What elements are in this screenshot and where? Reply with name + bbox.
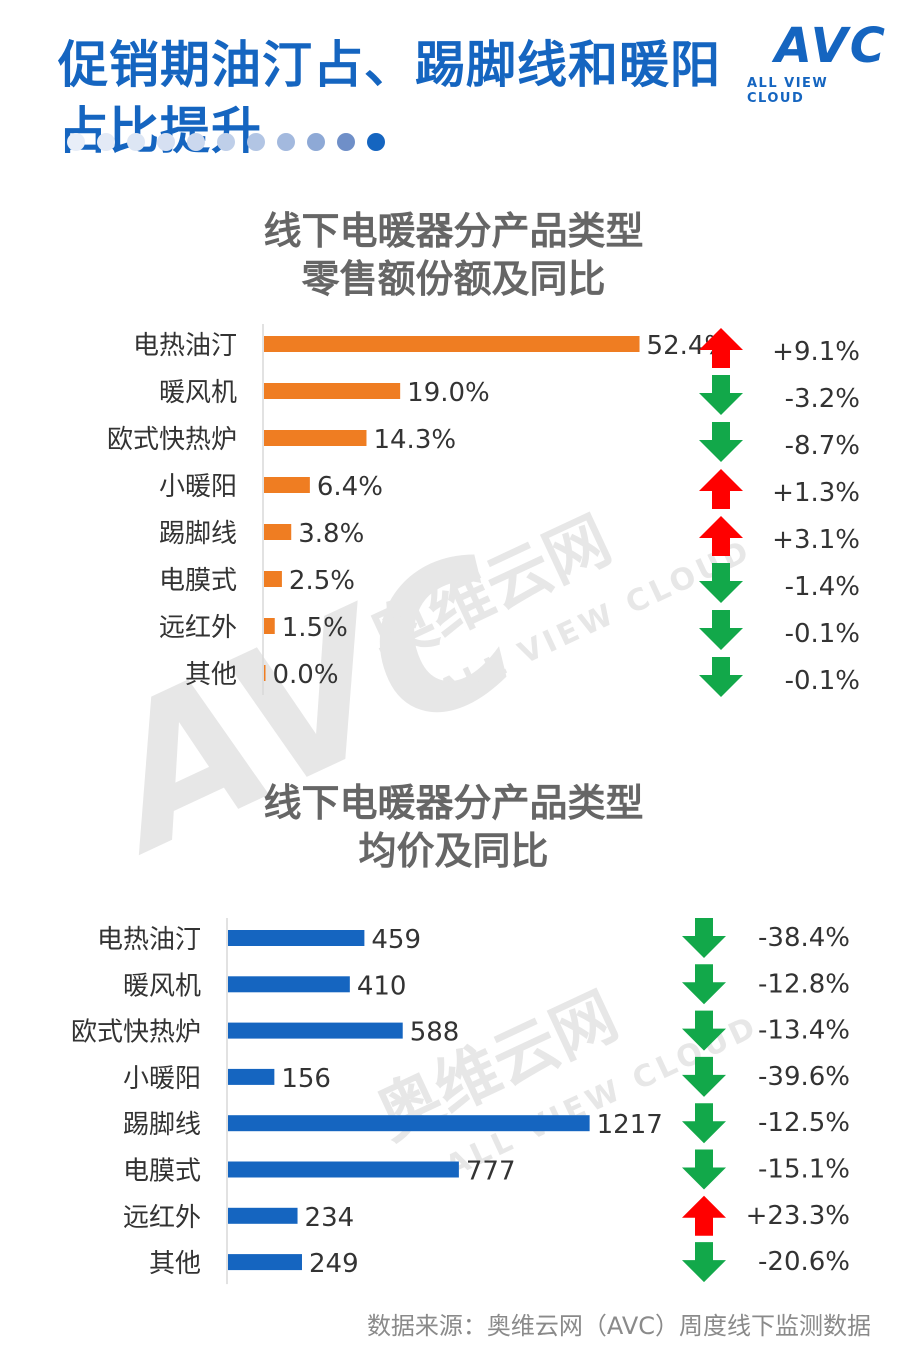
down-arrow-icon bbox=[699, 422, 743, 462]
value-label: 1.5% bbox=[282, 613, 348, 643]
value-label: 459 bbox=[371, 925, 421, 955]
decorative-dots bbox=[67, 133, 385, 151]
chart-title-price-line2: 均价及同比 bbox=[358, 829, 549, 873]
up-arrow-icon bbox=[699, 469, 743, 509]
yoy-label: -39.6% bbox=[758, 1062, 850, 1092]
value-label: 410 bbox=[357, 971, 407, 1001]
value-label: 19.0% bbox=[407, 378, 490, 408]
bar bbox=[228, 1068, 275, 1085]
category-label: 小暖阳 bbox=[123, 1064, 201, 1094]
category-label: 欧式快热炉 bbox=[107, 425, 237, 455]
value-label: 1217 bbox=[597, 1110, 663, 1140]
yoy-label: -13.4% bbox=[758, 1016, 850, 1046]
down-arrow-icon bbox=[682, 1010, 726, 1051]
bar bbox=[264, 477, 310, 493]
value-label: 588 bbox=[410, 1018, 460, 1048]
bar bbox=[264, 618, 275, 634]
chart-title-share-line2: 零售额份额及同比 bbox=[301, 257, 606, 301]
yoy-label: +3.1% bbox=[772, 525, 860, 555]
bar bbox=[228, 976, 350, 993]
price-bar-chart: 电热油汀 459 -38.4% 暖风机 410 -12.8% 欧式快热炉 588 -13.4% 小… bbox=[71, 918, 850, 1285]
up-arrow-icon bbox=[699, 516, 743, 556]
value-label: 249 bbox=[309, 1249, 359, 1279]
category-label: 暖风机 bbox=[159, 378, 237, 408]
chart-title-price-line1: 线下电暖器分产品类型 bbox=[263, 781, 644, 825]
value-label: 0.0% bbox=[273, 660, 339, 690]
bar bbox=[264, 336, 640, 352]
bar bbox=[228, 1161, 459, 1178]
bar bbox=[228, 1207, 298, 1224]
bar bbox=[228, 1022, 403, 1039]
yoy-label: +9.1% bbox=[772, 337, 860, 367]
down-arrow-icon bbox=[699, 563, 743, 603]
category-label: 电膜式 bbox=[159, 566, 237, 596]
yoy-label: -15.1% bbox=[758, 1155, 850, 1185]
yoy-label: -12.5% bbox=[758, 1108, 850, 1138]
category-label: 电热油汀 bbox=[97, 925, 201, 955]
category-label: 其他 bbox=[185, 660, 237, 690]
yoy-label: -8.7% bbox=[785, 431, 860, 461]
category-label: 小暖阳 bbox=[159, 472, 237, 502]
yoy-label: +23.3% bbox=[746, 1201, 850, 1231]
yoy-label: -38.4% bbox=[758, 923, 850, 953]
yoy-label: -0.1% bbox=[785, 619, 860, 649]
bar bbox=[264, 430, 367, 446]
yoy-label: -12.8% bbox=[758, 969, 850, 999]
chart-title-share-line1: 线下电暖器分产品类型 bbox=[263, 209, 644, 253]
yoy-label: -0.1% bbox=[785, 666, 860, 696]
yoy-label: +1.3% bbox=[772, 478, 860, 508]
category-label: 踢脚线 bbox=[123, 1110, 201, 1140]
logo-text: AVC bbox=[774, 18, 887, 74]
logo-subtext: ALL VIEW CLOUD bbox=[747, 76, 829, 106]
category-label: 远红外 bbox=[123, 1203, 201, 1233]
bar bbox=[264, 665, 266, 681]
value-label: 156 bbox=[281, 1064, 331, 1094]
page-title: 促销期油汀占、踢脚线和暖阳占比提升 bbox=[58, 36, 721, 160]
down-arrow-icon bbox=[682, 918, 726, 958]
share-bar-chart: 电热油汀 52.4% +9.1%暖风机 19.0% -3.2%欧式快热炉 14.3% -8.… bbox=[107, 324, 860, 697]
down-arrow-icon bbox=[699, 657, 743, 697]
up-arrow-icon bbox=[682, 1195, 726, 1236]
value-label: 777 bbox=[466, 1157, 516, 1187]
category-label: 电热油汀 bbox=[133, 331, 237, 361]
avc-logo: AVC ALL VIEW CLOUD bbox=[747, 18, 887, 106]
value-label: 3.8% bbox=[298, 519, 364, 549]
up-arrow-icon bbox=[699, 328, 743, 368]
down-arrow-icon bbox=[682, 1242, 726, 1283]
down-arrow-icon bbox=[682, 1149, 726, 1190]
bar bbox=[228, 1115, 590, 1132]
down-arrow-icon bbox=[682, 1056, 726, 1097]
category-label: 其他 bbox=[149, 1249, 201, 1279]
yoy-label: -20.6% bbox=[758, 1247, 850, 1277]
value-label: 2.5% bbox=[289, 566, 355, 596]
category-label: 电膜式 bbox=[123, 1157, 201, 1187]
category-label: 踢脚线 bbox=[159, 519, 237, 549]
category-label: 欧式快热炉 bbox=[71, 1018, 201, 1048]
down-arrow-icon bbox=[699, 610, 743, 650]
value-label: 234 bbox=[305, 1203, 355, 1233]
bar bbox=[228, 1254, 302, 1271]
category-label: 暖风机 bbox=[123, 971, 201, 1001]
yoy-label: -1.4% bbox=[785, 572, 860, 602]
value-label: 14.3% bbox=[373, 425, 456, 455]
data-source-note: 数据来源：奥维云网（AVC）周度线下监测数据 bbox=[366, 1312, 871, 1340]
bar bbox=[264, 524, 292, 540]
yoy-label: -3.2% bbox=[785, 384, 860, 414]
bar bbox=[264, 383, 401, 399]
bar bbox=[264, 571, 282, 587]
value-label: 6.4% bbox=[317, 472, 383, 502]
down-arrow-icon bbox=[682, 1103, 726, 1144]
down-arrow-icon bbox=[699, 375, 743, 415]
down-arrow-icon bbox=[682, 964, 726, 1005]
category-label: 远红外 bbox=[159, 613, 237, 643]
bar bbox=[228, 930, 365, 946]
